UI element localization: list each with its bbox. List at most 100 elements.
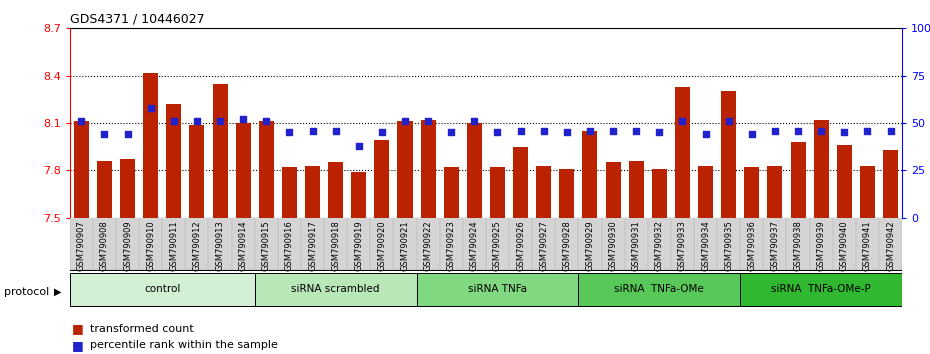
Text: GSM790937: GSM790937: [770, 220, 779, 271]
Bar: [629, 161, 644, 218]
Bar: [837, 145, 852, 218]
Bar: [440, 218, 463, 271]
Text: control: control: [144, 284, 180, 294]
Bar: [485, 218, 509, 271]
Point: [352, 143, 366, 149]
Bar: [814, 120, 829, 218]
Bar: [740, 273, 902, 306]
Bar: [652, 169, 667, 218]
Text: GSM790915: GSM790915: [261, 220, 271, 270]
Text: GSM790914: GSM790914: [239, 220, 247, 270]
Bar: [301, 218, 324, 271]
Point: [190, 118, 205, 124]
Bar: [675, 87, 690, 218]
Bar: [537, 166, 551, 218]
Bar: [602, 218, 625, 271]
Point: [767, 128, 782, 133]
Bar: [232, 218, 255, 271]
Text: GSM790942: GSM790942: [886, 220, 895, 270]
Text: GSM790920: GSM790920: [378, 220, 386, 270]
Bar: [879, 218, 902, 271]
Text: GSM790918: GSM790918: [331, 220, 340, 271]
Text: GSM790927: GSM790927: [539, 220, 548, 271]
Text: GSM790934: GSM790934: [701, 220, 711, 271]
Bar: [509, 218, 532, 271]
Point: [213, 118, 228, 124]
Bar: [420, 120, 435, 218]
Bar: [810, 218, 832, 271]
Text: siRNA TNFa: siRNA TNFa: [468, 284, 527, 294]
Bar: [444, 167, 458, 218]
Bar: [721, 91, 737, 218]
Point: [282, 130, 297, 135]
Text: ■: ■: [72, 322, 84, 335]
Point: [166, 118, 181, 124]
Text: GSM790939: GSM790939: [817, 220, 826, 271]
Bar: [70, 273, 255, 306]
Bar: [698, 166, 713, 218]
Point: [490, 130, 505, 135]
Point: [605, 128, 620, 133]
Point: [582, 128, 597, 133]
Text: GSM790931: GSM790931: [631, 220, 641, 271]
Text: GSM790933: GSM790933: [678, 220, 687, 271]
Point: [328, 128, 343, 133]
Bar: [397, 121, 413, 218]
Bar: [787, 218, 810, 271]
Point: [444, 130, 458, 135]
Bar: [467, 123, 482, 218]
Bar: [883, 150, 898, 218]
Text: protocol: protocol: [4, 287, 49, 297]
Bar: [625, 218, 648, 271]
Bar: [744, 167, 759, 218]
Bar: [513, 147, 528, 218]
Point: [397, 118, 412, 124]
Bar: [578, 218, 602, 271]
Bar: [73, 121, 89, 218]
Text: GSM790926: GSM790926: [516, 220, 525, 271]
Bar: [490, 167, 505, 218]
Bar: [767, 166, 782, 218]
Bar: [162, 218, 185, 271]
Point: [884, 128, 898, 133]
Bar: [671, 218, 694, 271]
Text: GDS4371 / 10446027: GDS4371 / 10446027: [70, 12, 205, 25]
Bar: [532, 218, 555, 271]
Point: [143, 105, 158, 111]
Text: GSM790916: GSM790916: [285, 220, 294, 271]
Point: [698, 132, 713, 137]
Point: [73, 118, 88, 124]
Bar: [120, 159, 135, 218]
Bar: [347, 218, 370, 271]
Text: GSM790919: GSM790919: [354, 220, 364, 270]
Bar: [605, 162, 620, 218]
Bar: [305, 166, 320, 218]
Bar: [375, 141, 390, 218]
Bar: [213, 84, 228, 218]
Point: [97, 132, 112, 137]
Text: GSM790917: GSM790917: [308, 220, 317, 271]
Point: [629, 128, 644, 133]
Bar: [856, 218, 879, 271]
Text: GSM790936: GSM790936: [748, 220, 756, 271]
Bar: [140, 218, 162, 271]
Text: GSM790913: GSM790913: [216, 220, 224, 271]
Bar: [278, 218, 301, 271]
Bar: [235, 123, 251, 218]
Bar: [648, 218, 671, 271]
Text: GSM790908: GSM790908: [100, 220, 109, 271]
Text: siRNA  TNFa-OMe: siRNA TNFa-OMe: [615, 284, 704, 294]
Bar: [93, 218, 116, 271]
Text: GSM790910: GSM790910: [146, 220, 155, 270]
Text: GSM790921: GSM790921: [401, 220, 409, 270]
Point: [860, 128, 875, 133]
Bar: [255, 218, 278, 271]
Point: [420, 118, 435, 124]
Text: GSM790922: GSM790922: [424, 220, 432, 270]
Bar: [208, 218, 232, 271]
Text: GSM790935: GSM790935: [724, 220, 733, 271]
Bar: [740, 218, 764, 271]
Point: [814, 128, 829, 133]
Bar: [832, 218, 856, 271]
Text: ▶: ▶: [54, 287, 61, 297]
